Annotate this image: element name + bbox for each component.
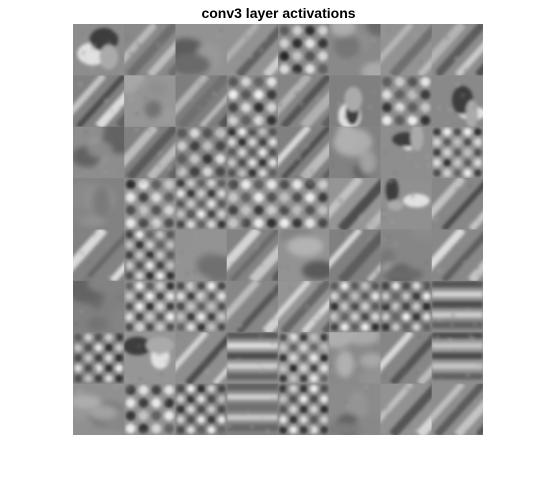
activation-tile xyxy=(380,126,432,179)
activation-tile xyxy=(329,383,381,435)
activation-tile xyxy=(226,332,278,384)
activation-tile xyxy=(380,383,432,435)
activation-tile xyxy=(124,383,176,435)
activation-tile xyxy=(175,75,227,127)
activation-tile xyxy=(73,75,125,127)
activation-tile xyxy=(175,229,227,281)
activation-tile xyxy=(226,280,278,333)
activation-tile xyxy=(226,383,278,435)
activation-tile xyxy=(278,24,330,76)
activation-tile xyxy=(329,24,381,76)
activation-tile xyxy=(226,75,278,127)
activation-tile xyxy=(73,126,125,179)
activation-tile xyxy=(175,126,227,179)
activation-tile xyxy=(226,229,278,281)
activation-tile xyxy=(329,332,381,384)
activation-tile xyxy=(278,383,330,435)
activation-tile xyxy=(431,126,483,179)
activation-tile xyxy=(278,280,330,333)
activation-tile xyxy=(431,383,483,435)
activation-tile xyxy=(124,229,176,281)
activation-tile xyxy=(431,332,483,384)
activation-tile xyxy=(175,383,227,435)
figure-title: conv3 layer activations xyxy=(201,5,356,21)
activation-tile xyxy=(175,280,227,333)
activation-tile xyxy=(329,75,381,127)
activation-tile xyxy=(124,75,176,127)
activation-tile xyxy=(124,332,176,384)
activation-tile xyxy=(278,126,330,179)
activation-tile xyxy=(226,126,278,179)
activation-tile xyxy=(226,24,278,76)
activation-tile xyxy=(278,332,330,384)
activation-tile xyxy=(73,332,125,384)
activation-tile xyxy=(380,229,432,281)
activation-tile xyxy=(380,75,432,127)
activation-tile xyxy=(431,178,483,230)
activation-tile xyxy=(278,229,330,281)
activation-tile xyxy=(73,383,125,435)
activation-tile xyxy=(278,75,330,127)
activation-tile xyxy=(329,178,381,230)
activation-tile xyxy=(124,178,176,230)
activation-tile xyxy=(124,280,176,333)
activation-tile xyxy=(380,332,432,384)
activation-montage-svg xyxy=(73,24,483,435)
activation-tile xyxy=(380,280,432,333)
activation-tile xyxy=(431,280,483,333)
activation-tile xyxy=(329,229,381,281)
activation-montage xyxy=(73,24,483,435)
activation-tile xyxy=(431,75,483,127)
activation-tile xyxy=(73,178,125,230)
activation-tile xyxy=(124,24,176,76)
activation-tile xyxy=(73,229,125,281)
activation-tile xyxy=(226,178,278,230)
activation-tile xyxy=(73,24,125,76)
activation-tile xyxy=(380,178,432,230)
activation-tile xyxy=(431,229,483,281)
activation-tile xyxy=(278,178,330,230)
activation-tile xyxy=(175,178,227,230)
activation-tile xyxy=(175,24,227,76)
activation-tile xyxy=(329,126,381,179)
activation-tile xyxy=(431,24,483,76)
activation-tile xyxy=(73,280,125,333)
activation-tile xyxy=(124,126,176,179)
activation-tile xyxy=(329,280,381,333)
activation-tile xyxy=(175,332,227,384)
activation-tile xyxy=(380,24,432,76)
